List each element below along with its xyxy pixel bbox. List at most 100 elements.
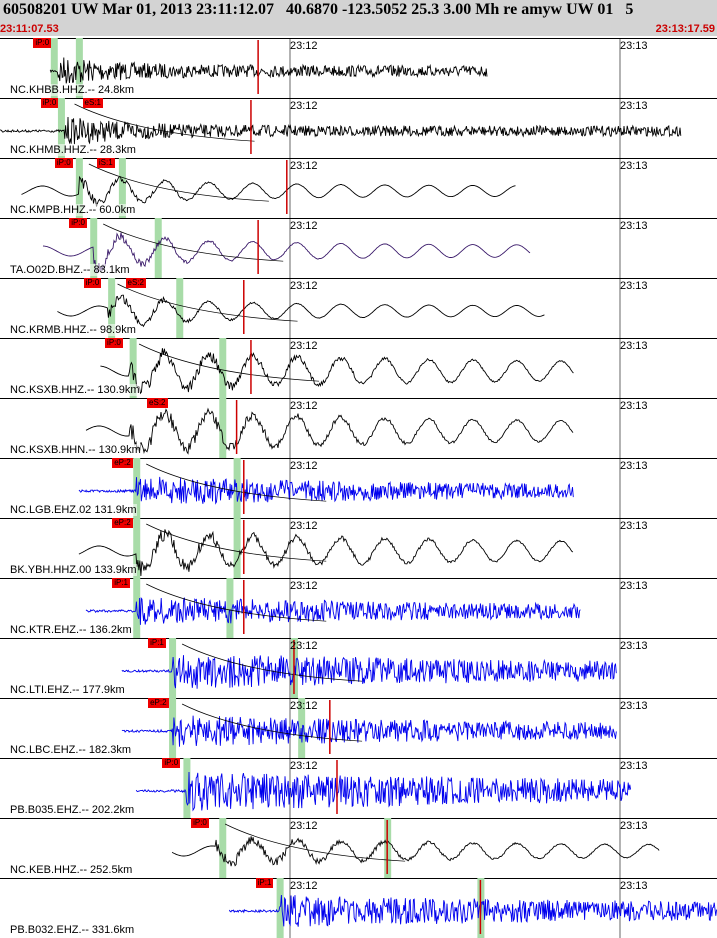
window-end-time: 23:13:17.59 [655, 23, 715, 35]
waveform-plot [0, 38, 717, 98]
pick-window [50, 38, 58, 98]
seismogram-trace[interactable]: 23:12 23:13 iP:0 TA.O02D.BHZ.-- 83.1km [0, 218, 717, 278]
seismogram-trace[interactable]: 23:12 23:13 iP:0 PB.B035.EHZ.-- 202.2km [0, 758, 717, 818]
pick-window [183, 758, 191, 818]
waveform [121, 715, 617, 747]
seismogram-trace[interactable]: 23:12 23:13 iP:0 NC.KEB.HHZ.-- 252.5km [0, 818, 717, 878]
phase-pick-label[interactable]: iP:0 [69, 218, 87, 228]
waveform [135, 771, 632, 812]
seismogram-trace[interactable]: 23:12 23:13 iP:0 iS:1 NC.KMPB.HHZ.-- 60.0km [0, 158, 717, 218]
minute-label: 23:12 [290, 820, 318, 832]
phase-pick-label[interactable]: eP:2 [112, 458, 133, 468]
waveform-plot [0, 398, 717, 458]
waveform [228, 894, 717, 927]
travel-time-curve [88, 163, 269, 202]
minute-label: 23:13 [620, 220, 648, 232]
station-label: NC.KEB.HHZ.-- 252.5km [10, 864, 133, 876]
minute-label: 23:12 [290, 220, 318, 232]
waveform-plot [0, 698, 717, 758]
pick-window [169, 698, 177, 758]
waveform [171, 836, 660, 867]
seismogram-trace[interactable]: 23:12 23:13 iP:0 NC.KSXB.HHZ.-- 130.9km [0, 338, 717, 398]
minute-label: 23:13 [620, 400, 648, 412]
pick-window [154, 218, 162, 278]
travel-time-curve [138, 343, 320, 382]
travel-time-curve [224, 823, 406, 862]
waveform-plot [0, 158, 717, 218]
seismogram-trace[interactable]: 23:12 23:13 iP:0 eS:1 NC.KHMB.HHZ.-- 28.3km [0, 98, 717, 158]
phase-pick-label[interactable]: iP:0 [105, 338, 123, 348]
seismogram-trace[interactable]: 23:12 23:13 iP:1 PB.B032.EHZ.-- 331.6km [0, 878, 717, 938]
pick-window [298, 698, 306, 758]
minute-label: 23:13 [620, 700, 648, 712]
minute-label: 23:12 [290, 520, 318, 532]
station-label: NC.KRMB.HHZ.-- 98.9km [10, 324, 136, 336]
waveform [42, 232, 531, 274]
pick-window [226, 578, 234, 638]
phase-pick-label[interactable]: eS:2 [125, 278, 147, 288]
minute-label: 23:13 [620, 280, 648, 292]
phase-pick-label[interactable]: iP:1 [255, 878, 274, 888]
waveform [121, 655, 617, 689]
station-label: PB.B035.EHZ.-- 202.2km [10, 804, 135, 816]
waveform-plot [0, 218, 717, 278]
minute-label: 23:13 [620, 100, 648, 112]
phase-pick-label[interactable]: eS:1 [82, 98, 103, 108]
phase-pick-label[interactable]: iS:1 [96, 158, 115, 168]
minute-label: 23:12 [290, 760, 318, 772]
minute-label: 23:13 [620, 520, 648, 532]
waveform [100, 348, 574, 395]
minute-label: 23:13 [620, 160, 648, 172]
minute-label: 23:12 [290, 460, 318, 472]
travel-time-curve [117, 283, 298, 322]
travel-time-curve [146, 463, 327, 502]
phase-pick-label[interactable]: iP:0 [191, 818, 209, 828]
station-label: NC.KHMB.HHZ.-- 28.3km [10, 144, 136, 156]
pick-window [233, 518, 241, 578]
seismogram-trace[interactable]: 23:12 23:13 iP:0 eS:2 NC.KRMB.HHZ.-- 98.9km [0, 278, 717, 338]
pick-window [57, 98, 65, 158]
phase-pick-label[interactable]: eP:2 [148, 698, 169, 708]
phase-pick-label[interactable]: iP:1 [148, 638, 166, 648]
minute-label: 23:13 [620, 340, 648, 352]
seismogram-trace[interactable]: 23:12 23:13 eP:2 NC.LGB.EHZ.02 131.9km [0, 458, 717, 518]
station-label: NC.KMPB.HHZ.-- 60.0km [10, 204, 136, 216]
phase-pick-label[interactable]: eP:2 [112, 518, 133, 528]
waveform [0, 116, 682, 145]
travel-time-curve [103, 223, 284, 262]
minute-label: 23:13 [620, 460, 648, 472]
pick-window [276, 878, 284, 938]
seismogram-trace[interactable]: 23:12 23:13 iP:1 NC.KTR.EHZ.-- 136.2km [0, 578, 717, 638]
waveform [78, 529, 574, 577]
pick-window [90, 218, 98, 278]
phase-pick-label[interactable]: iP:0 [83, 278, 102, 288]
phase-pick-label[interactable]: iP:1 [112, 578, 131, 588]
window-start-time: 23:11:07.53 [0, 23, 59, 35]
minute-label: 23:12 [290, 160, 318, 172]
waveform [57, 294, 545, 328]
seismogram-trace[interactable]: 23:12 23:13 eS:2 NC.KSXB.HHN.-- 130.9km [0, 398, 717, 458]
minute-label: 23:13 [620, 760, 648, 772]
waveform [85, 596, 581, 625]
pick-window [108, 278, 116, 338]
seismogram-trace[interactable]: 23:12 23:13 eP:2 BK.YBH.HHZ.00 133.9km [0, 518, 717, 578]
station-label: NC.KHBB.HHZ.-- 24.8km [10, 84, 135, 96]
seismogram-trace[interactable]: 23:12 23:13 iP:1 NC.LTI.EHZ.-- 177.9km [0, 638, 717, 698]
seismogram-trace[interactable]: 23:12 23:13 iP:0 NC.KHBB.HHZ.-- 24.8km [0, 38, 717, 98]
minute-label: 23:13 [620, 40, 648, 52]
phase-pick-label[interactable]: iP:0 [162, 758, 181, 768]
phase-pick-label[interactable]: iP:0 [40, 98, 59, 108]
waveform-plot [0, 878, 717, 938]
station-label: NC.KSXB.HHZ.-- 130.9km [10, 384, 140, 396]
phase-pick-label[interactable]: iP:0 [54, 158, 73, 168]
station-label: PB.B032.EHZ.-- 331.6km [10, 924, 135, 936]
header-bar: 60508201 UW Mar 01, 2013 23:11:12.07 40.… [0, 0, 717, 36]
pick-window [219, 818, 227, 878]
phase-pick-label[interactable]: iP:0 [33, 38, 52, 48]
minute-label: 23:12 [290, 100, 318, 112]
travel-time-curve [74, 103, 255, 142]
phase-pick-label[interactable]: eS:2 [147, 398, 168, 408]
seismogram-trace[interactable]: 23:12 23:13 eP:2 NC.LBC.EHZ.-- 182.3km [0, 698, 717, 758]
waveform [85, 407, 574, 455]
waveform-plot [0, 758, 717, 818]
